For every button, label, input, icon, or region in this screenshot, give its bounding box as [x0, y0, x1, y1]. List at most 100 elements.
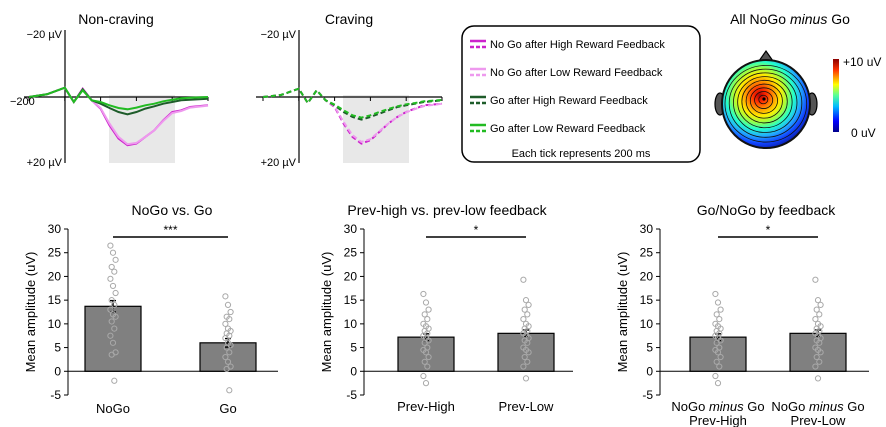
category-prefix: NoGo: [671, 399, 709, 414]
erp-series-line-4: [262, 87, 443, 119]
subject-data-point: [224, 301, 232, 308]
subject-data-point: [813, 306, 820, 313]
bar-y-tick-label: -5: [346, 388, 357, 402]
legend-frame: [461, 25, 701, 163]
bar-y-tick-label: 15: [344, 293, 358, 307]
bar-y-tick-label: 20: [640, 269, 654, 283]
bar-1: [689, 336, 747, 372]
topomap-contour: [728, 68, 803, 138]
subject-data-point: [112, 289, 119, 297]
subject-data-point: [524, 339, 531, 346]
subject-data-point: [224, 358, 232, 365]
subject-data-point: [420, 372, 427, 380]
bar-y-tick-label: 25: [640, 246, 654, 260]
subject-data-point: [226, 316, 233, 323]
bar-y-tick-label: 30: [48, 222, 62, 236]
erp-legend: No Go after High Reward Feedback No Go af…: [461, 25, 701, 163]
subject-data-point: [112, 256, 119, 263]
subject-data-point: [816, 311, 823, 318]
bar-y-tick-label: 5: [54, 341, 61, 355]
subject-data-point: [108, 263, 115, 271]
subject-data-point: [425, 306, 432, 313]
category-italic: minus: [709, 399, 744, 414]
bar-chart-title: Prev-high vs. prev-low feedback: [347, 202, 547, 218]
subject-data-point: [107, 332, 114, 339]
subject-data-point: [425, 353, 432, 361]
subject-data-point: [521, 353, 528, 361]
subject-data-point: [525, 301, 532, 308]
subject-data-point: [107, 242, 114, 249]
subject-data-point: [112, 313, 119, 320]
subject-data-point: [108, 318, 115, 325]
topomap-title-suffix: Go: [827, 11, 850, 27]
subject-data-point: [717, 306, 724, 313]
category-prefix: NoGo: [771, 399, 809, 414]
subject-data-point: [812, 316, 819, 323]
subject-data-point: [816, 358, 823, 365]
subject-data-point: [520, 276, 527, 283]
topomap-colorbar: [833, 59, 839, 132]
colorbar-min-label: 0 uV: [851, 126, 876, 140]
bar-1: [397, 336, 455, 372]
bar-y-tick-label: -5: [642, 388, 653, 402]
subject-data-point: [712, 372, 719, 380]
subject-data-point: [111, 301, 118, 308]
bar-y-tick-label: 15: [48, 293, 62, 307]
bar-category-label: Prev-High: [397, 399, 455, 414]
topomap-title: All NoGo minus Go: [730, 11, 850, 27]
subject-data-point: [109, 339, 117, 346]
topomap-contour: [737, 76, 793, 129]
subject-data-point: [111, 377, 118, 384]
subject-data-point: [108, 351, 115, 358]
bar-y-tick-label: 10: [344, 317, 358, 331]
bar-y-tick-label: 25: [344, 246, 358, 260]
subject-data-point: [812, 363, 819, 370]
subject-data-point: [421, 358, 428, 365]
erp-y-top-label: −20 µV: [261, 29, 297, 41]
category-suffix: Go: [744, 399, 765, 414]
topomap-contour: [724, 64, 808, 143]
subject-data-point: [714, 299, 722, 306]
subject-data-point: [226, 387, 233, 394]
topomap-contour: [754, 91, 774, 109]
subject-data-point: [111, 325, 118, 332]
topomap-contour: [733, 72, 798, 133]
bar-y-tick-label: 0: [646, 364, 653, 378]
subject-data-point: [817, 301, 824, 308]
subject-data-point: [222, 334, 229, 342]
bar-category-sublabel: Prev-High: [689, 413, 747, 427]
bar-category-label: Go: [219, 401, 236, 416]
topomap-nose: [758, 49, 774, 62]
subject-data-point: [109, 282, 117, 290]
subject-data-point: [422, 349, 430, 356]
subject-data-point: [713, 339, 720, 346]
subject-data-point: [525, 349, 532, 356]
topomap: All NoGo minus Go +10 uV 0 uV: [714, 11, 881, 149]
subject-data-point: [520, 316, 527, 323]
subject-data-point: [716, 363, 723, 370]
erp-panel-title: Craving: [325, 11, 373, 27]
bar-y-tick-label: 5: [350, 341, 357, 355]
subject-data-point: [422, 299, 430, 306]
bar-chart-2: Prev-high vs. prev-low feedback -5 0 5 10 15 2…: [319, 202, 573, 414]
subject-data-point: [521, 306, 528, 313]
bar-chart-3: Go/NoGo by feedback -5 0 5 10 15 20 25 30 Mean am…: [615, 202, 869, 427]
bar-y-tick-label: 25: [48, 246, 62, 260]
bar-y-tick-label: -5: [50, 388, 61, 402]
bar-y-tick-label: 0: [54, 364, 61, 378]
bar-chart-title: Go/NoGo by feedback: [697, 202, 837, 218]
bar-y-axis-label: Mean amplitude (uV): [319, 252, 334, 373]
bar-category-sublabel: Prev-Low: [791, 413, 847, 427]
bar-y-tick-label: 10: [48, 317, 62, 331]
subject-data-point: [107, 306, 114, 313]
subject-data-point: [422, 380, 430, 387]
bar-y-tick-label: 20: [344, 269, 358, 283]
significance-marker: *: [766, 223, 771, 237]
topomap-contour: [741, 79, 788, 124]
subject-data-point: [717, 353, 724, 361]
subject-data-point: [524, 358, 531, 365]
topomap-contour: [749, 87, 778, 114]
bar-category-label: NoGo minus Go: [771, 399, 864, 414]
subject-data-point: [223, 344, 230, 351]
